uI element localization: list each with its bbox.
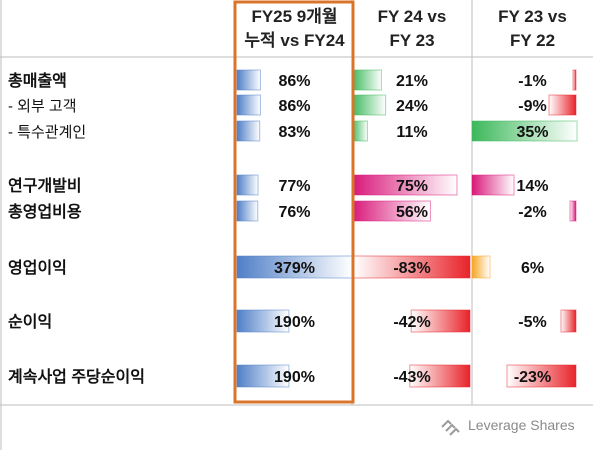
value-label: 190% <box>274 369 315 386</box>
bar <box>236 174 259 196</box>
value-label: 83% <box>278 124 310 141</box>
bar <box>471 120 578 142</box>
value-label: -9% <box>518 98 546 115</box>
bar <box>236 94 261 116</box>
value-label: 35% <box>516 124 548 141</box>
value-label: 14% <box>516 178 548 195</box>
value-label: 24% <box>396 98 428 115</box>
value-label: 77% <box>278 178 310 195</box>
bar <box>548 94 577 116</box>
value-label: -2% <box>518 204 546 221</box>
bar <box>410 309 471 333</box>
value-label: 76% <box>278 204 310 221</box>
value-label: 190% <box>274 314 315 331</box>
row-label: 순이익 <box>8 312 52 331</box>
row-label: 연구개발비 <box>8 176 82 195</box>
value-label: -43% <box>393 369 430 386</box>
row-label: 총영업비용 <box>8 203 82 221</box>
row-label: - 외부 고객 <box>8 98 77 115</box>
value-label: 379% <box>274 260 315 277</box>
row-label: 영업이익 <box>8 258 67 277</box>
highlight-column-border <box>233 0 355 404</box>
brand-name: Leverage Shares <box>468 417 575 433</box>
value-label: -5% <box>518 314 546 331</box>
column-header: FY25 9개월 누적 vs FY24 <box>244 7 345 50</box>
bar <box>351 69 382 91</box>
column-header: FY 24 vs FY 23 <box>378 7 447 50</box>
value-label: -1% <box>518 73 546 90</box>
value-label: 86% <box>278 73 310 90</box>
value-label: 11% <box>396 124 427 141</box>
bar <box>351 94 387 116</box>
value-label: 6% <box>521 260 544 277</box>
bar <box>236 69 261 91</box>
leverage-shares-icon <box>441 419 460 436</box>
value-label: 21% <box>396 73 428 90</box>
value-label: -23% <box>514 369 551 386</box>
leverage-shares-logo: Leverage Shares <box>438 413 575 437</box>
value-label: 56% <box>396 204 428 221</box>
value-label: -83% <box>393 260 430 277</box>
bar <box>471 255 491 279</box>
bar <box>236 309 290 333</box>
bar <box>506 364 577 388</box>
bar <box>569 200 577 222</box>
row-label: 총매출액 <box>8 71 67 90</box>
bar <box>409 364 471 388</box>
bar <box>236 200 259 222</box>
value-label: -42% <box>393 314 430 331</box>
row-label: 계속사업 주당순이익 <box>8 367 145 386</box>
bar <box>572 69 577 91</box>
column-header: FY 23 vs FY 22 <box>498 7 567 50</box>
bar <box>471 174 515 196</box>
bar <box>560 309 577 333</box>
value-label: 75% <box>396 178 428 195</box>
row-label: - 특수관계인 <box>8 124 86 141</box>
bar <box>236 364 290 388</box>
bar <box>236 120 261 142</box>
value-label: 86% <box>278 98 310 115</box>
